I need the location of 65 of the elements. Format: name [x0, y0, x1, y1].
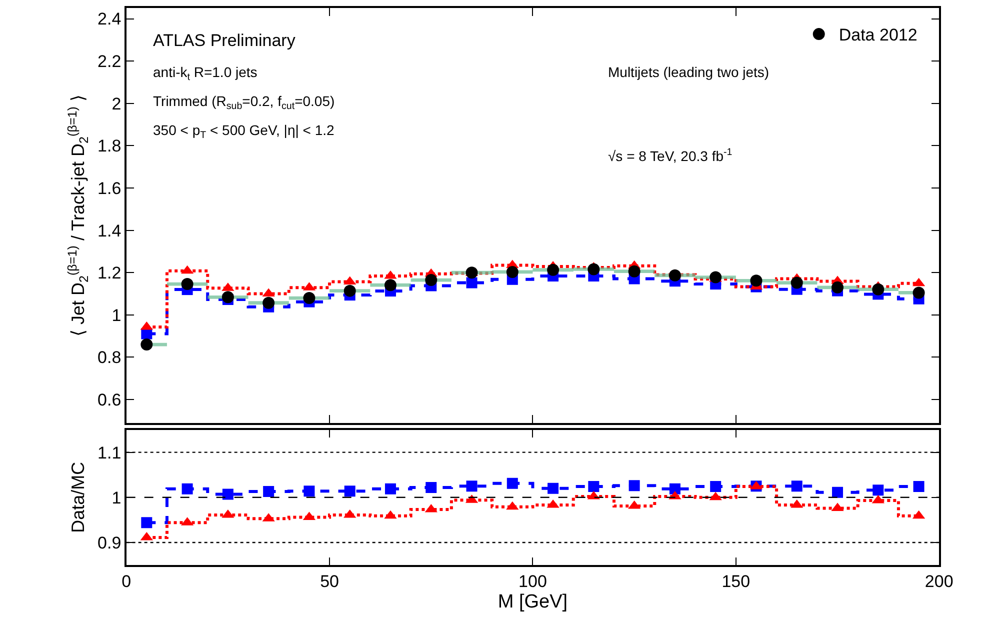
point	[506, 266, 518, 278]
y-tick-label: 2	[112, 94, 122, 114]
point	[628, 480, 640, 492]
x-tick-label: 0	[122, 572, 132, 592]
point	[425, 274, 438, 286]
point	[588, 263, 600, 276]
y-axis-title: Data/MC	[68, 462, 88, 533]
point	[872, 283, 884, 296]
point	[547, 264, 560, 276]
x-tick-label: 150	[722, 572, 750, 592]
point	[832, 486, 844, 498]
point	[182, 483, 193, 494]
point	[344, 486, 356, 497]
y-tick-label: 2.2	[98, 52, 122, 72]
point	[304, 486, 315, 497]
point	[140, 338, 153, 351]
point	[426, 482, 437, 493]
y-tick-label: 0.6	[98, 390, 122, 410]
point	[384, 279, 396, 292]
annotation: Trimmed (R$_{sub}$=0.2, f$_{cut}$=0.05)	[153, 93, 335, 112]
point	[466, 480, 478, 492]
point	[588, 481, 600, 492]
point	[872, 484, 884, 496]
point	[790, 276, 803, 289]
x-tick-label: 50	[320, 572, 339, 592]
point	[263, 486, 274, 498]
y-tick-label: 1	[112, 306, 122, 325]
point	[668, 269, 681, 282]
y-tick-label: 2.4	[98, 10, 122, 29]
x-tick-label: 100	[518, 572, 547, 592]
annotation: √s = 8 TeV, 20.3 fb$^{-1}$	[608, 147, 732, 164]
y-tick-label: 0.8	[98, 348, 122, 368]
point	[912, 286, 925, 299]
y-tick-label: 1	[112, 488, 122, 508]
y-tick-label: 1.2	[98, 264, 122, 283]
point	[262, 296, 275, 309]
y-tick-label: 0.9	[98, 533, 122, 552]
point	[548, 482, 559, 494]
annotation: 350 < p$_{T}$ < 500 GeV, |η| < 1.2	[153, 122, 334, 141]
point	[303, 292, 316, 304]
point	[466, 277, 478, 288]
point	[913, 481, 924, 492]
y-tick-label: 1.8	[98, 136, 122, 156]
point	[222, 291, 234, 304]
point	[832, 281, 844, 294]
point	[791, 480, 802, 492]
y-tick-label: 1.1	[98, 443, 122, 462]
annotation: anti-k$_{t}$ R=1.0 jets	[153, 64, 258, 83]
point	[506, 478, 518, 489]
point	[669, 483, 680, 494]
point	[344, 284, 356, 297]
y-tick-label: 1.4	[98, 221, 122, 240]
point	[384, 483, 396, 494]
y-tick-label: 1.6	[98, 178, 122, 198]
point	[628, 265, 640, 278]
point	[710, 481, 722, 492]
annotation: ATLAS Preliminary	[153, 31, 296, 50]
annotation: Multijets (leading two jets)	[608, 64, 770, 80]
x-tick-label: 200	[924, 572, 954, 592]
point	[750, 274, 762, 287]
legend-label: Data 2012	[838, 26, 918, 45]
x-axis-title: M [GeV]	[498, 591, 568, 612]
point	[466, 266, 478, 279]
point	[222, 488, 234, 500]
point	[181, 278, 194, 290]
